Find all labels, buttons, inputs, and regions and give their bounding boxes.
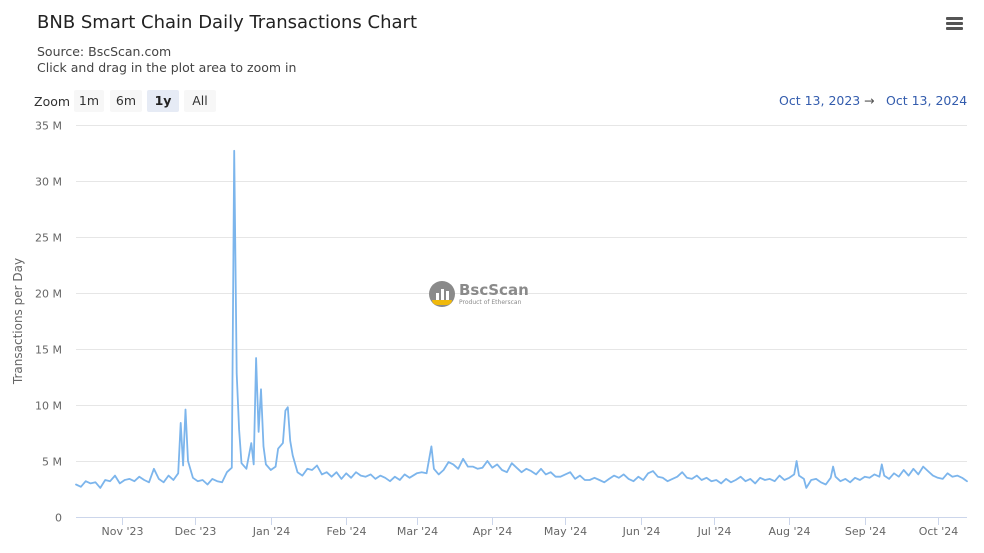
y-tick-label: 15 M — [35, 344, 62, 357]
watermark-tagline: Product of Etherscan — [459, 299, 522, 306]
y-tick-label: 0 — [55, 512, 62, 525]
watermark-name: BscScan — [459, 281, 529, 299]
range-arrow: → — [864, 93, 875, 108]
series-line — [75, 149, 968, 489]
x-tick-label: Feb '24 — [327, 525, 367, 538]
zoom-button-1m[interactable]: 1m — [74, 90, 104, 112]
zoom-button-1y[interactable]: 1y — [147, 90, 179, 112]
hamburger-menu-icon[interactable] — [944, 15, 966, 35]
range-to-input[interactable]: Oct 13, 2024 — [886, 93, 968, 108]
y-tick-label: 10 M — [35, 400, 62, 413]
x-tick-label: Aug '24 — [769, 525, 811, 538]
zoom-label: Zoom — [34, 94, 71, 109]
x-tick-label: Oct '24 — [919, 525, 959, 538]
chart-title: BNB Smart Chain Daily Transactions Chart — [37, 12, 417, 33]
x-tick-label: Jun '24 — [622, 525, 661, 538]
x-tick-label: Jul '24 — [697, 525, 732, 538]
zoom-button-all[interactable]: All — [184, 90, 216, 112]
chart-source: Source: BscScan.com — [37, 44, 172, 59]
x-tick-label: Apr '24 — [473, 525, 513, 538]
x-tick-label: Nov '23 — [102, 525, 144, 538]
x-tick-label: Mar '24 — [397, 525, 438, 538]
y-tick-label: 5 M — [42, 456, 62, 469]
bscscan-logo-icon — [429, 281, 455, 307]
x-tick-label: Dec '23 — [175, 525, 217, 538]
y-tick-label: 25 M — [35, 232, 62, 245]
bscscan-watermark: BscScan Product of Etherscan — [429, 280, 539, 310]
x-tick-label: Jan '24 — [252, 525, 290, 538]
range-from-input[interactable]: Oct 13, 2023 — [779, 93, 861, 108]
chart-subtitle: Source: BscScan.com Click and drag in th… — [37, 44, 296, 76]
x-tick-label: Sep '24 — [845, 525, 886, 538]
y-tick-label: 30 M — [35, 176, 62, 189]
zoom-hint: Click and drag in the plot area to zoom … — [37, 60, 297, 75]
y-tick-label: 20 M — [35, 288, 62, 301]
zoom-button-6m[interactable]: 6m — [110, 90, 142, 112]
y-tick-label: 35 M — [35, 120, 62, 133]
x-tick-label: May '24 — [544, 525, 587, 538]
